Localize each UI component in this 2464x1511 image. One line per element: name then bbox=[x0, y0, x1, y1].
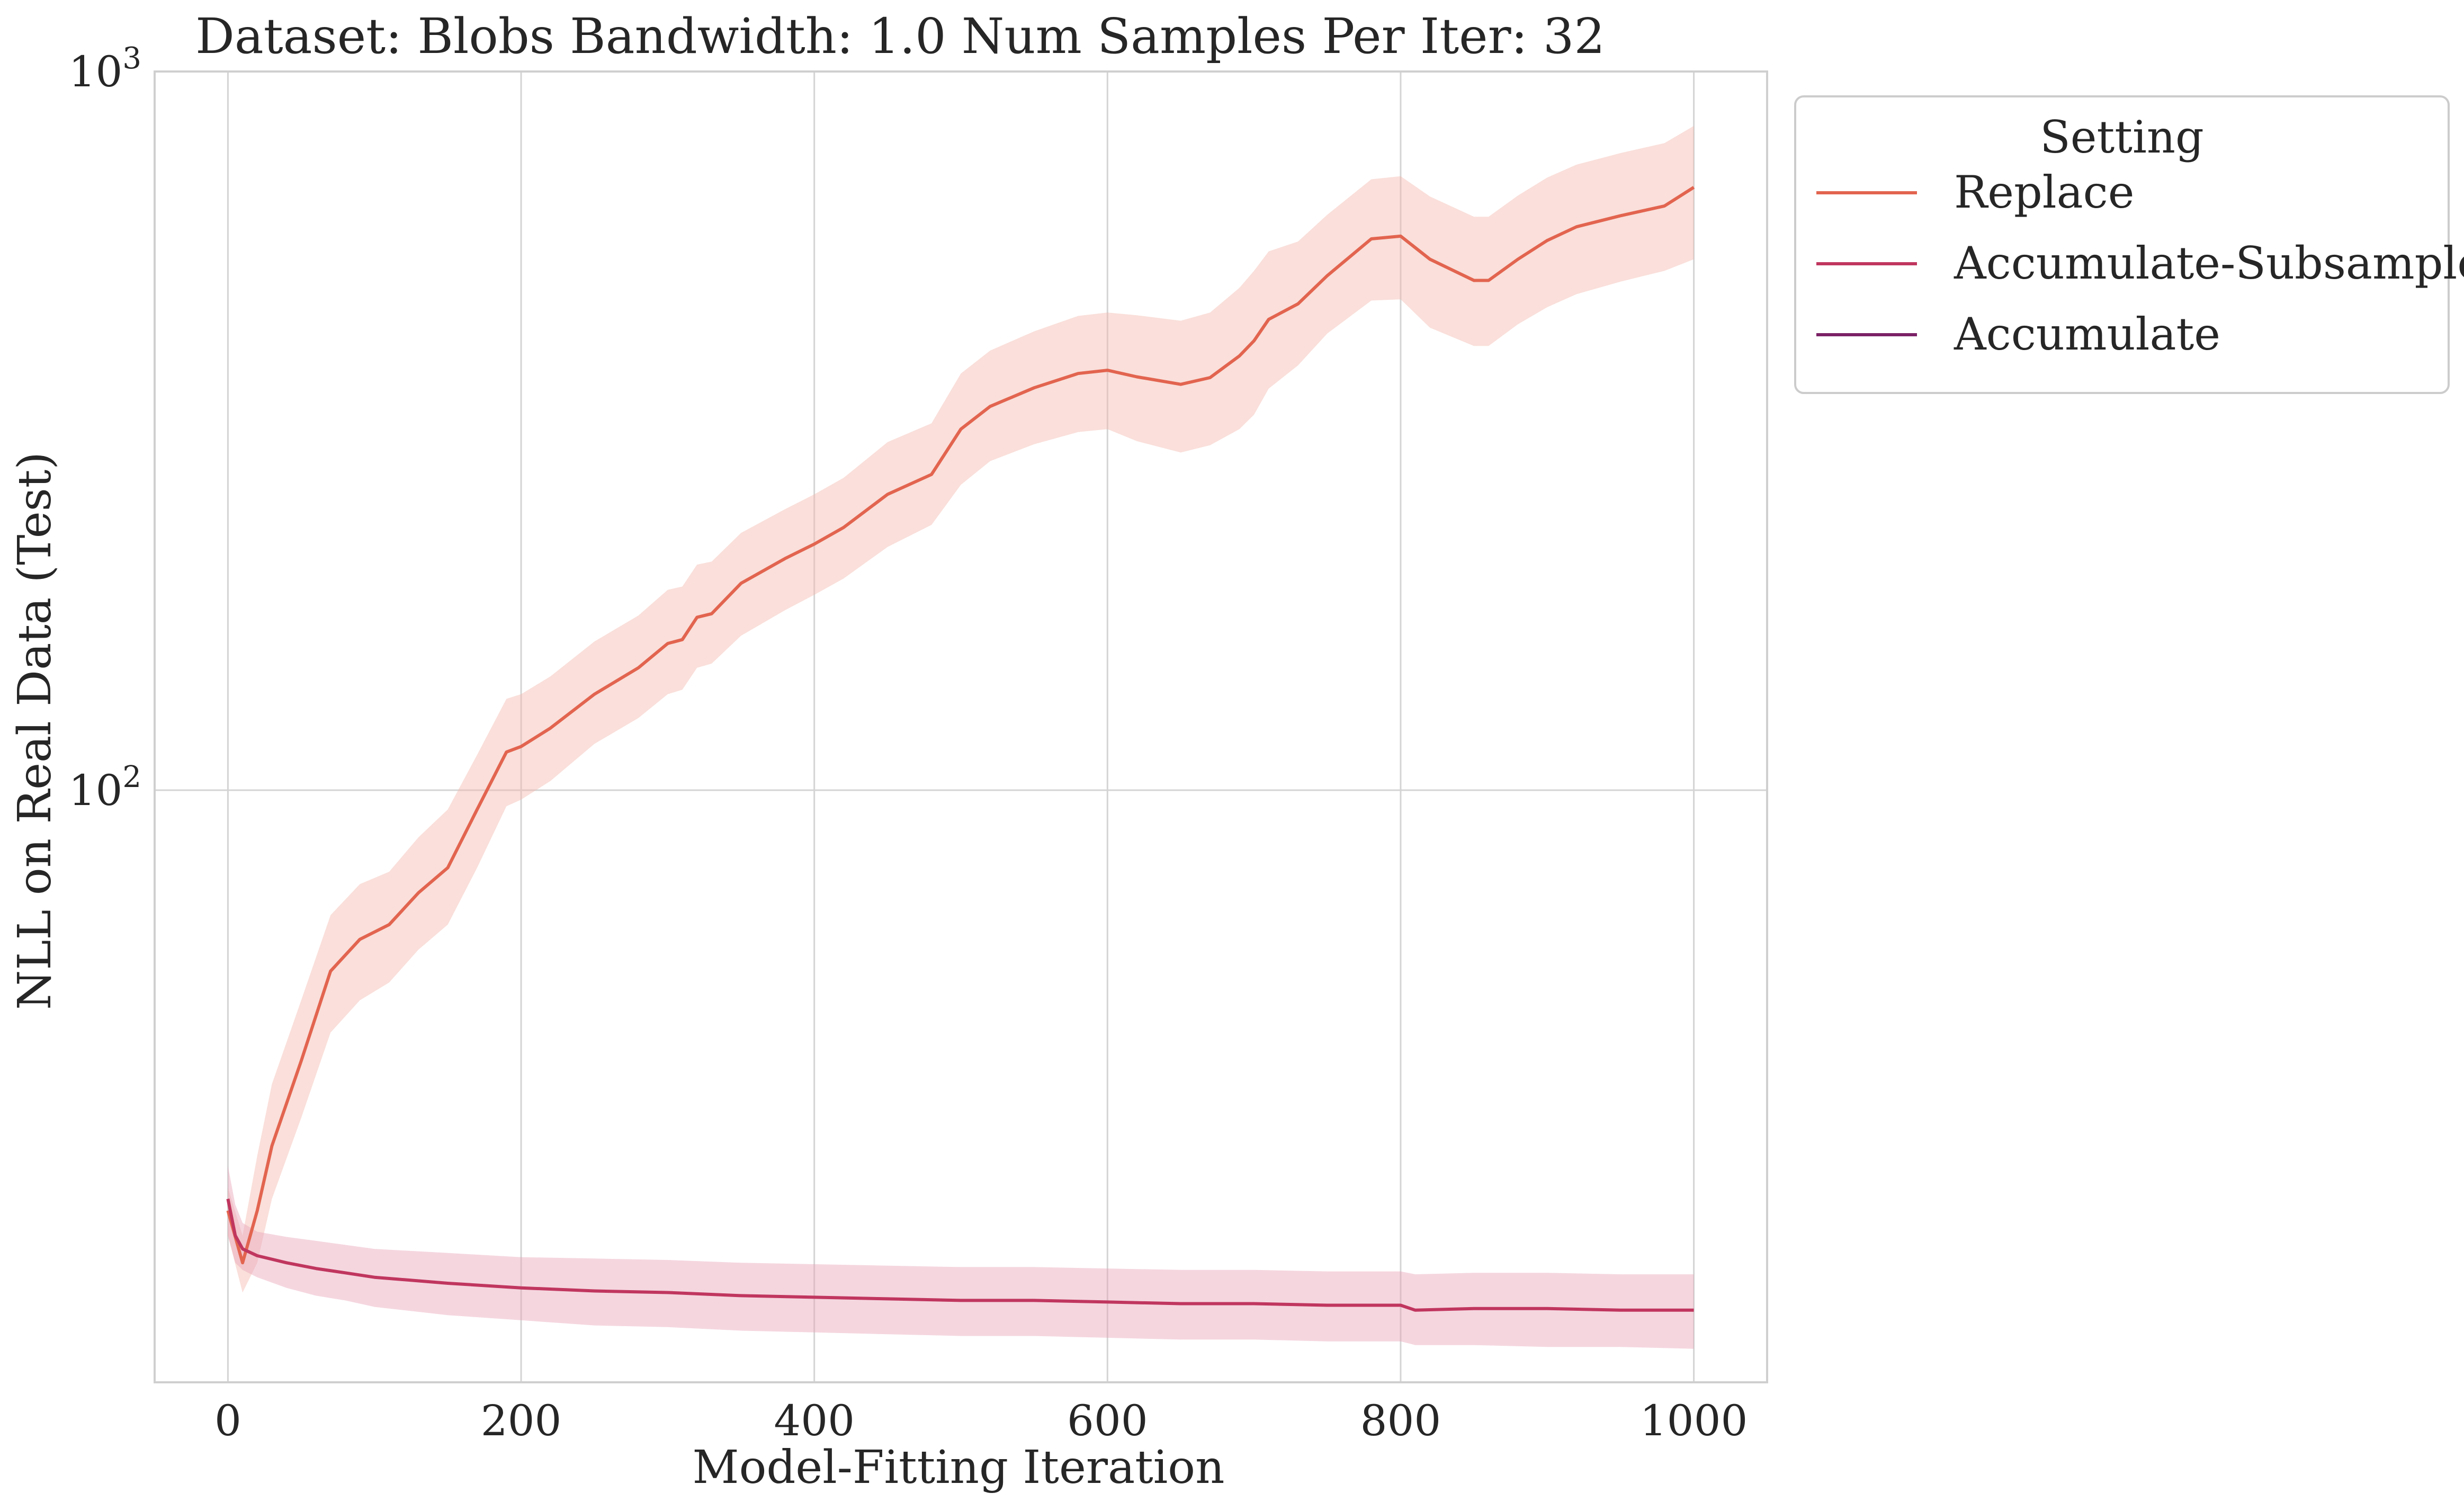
y-axis-label: NLL on Real Data (Test) bbox=[8, 452, 61, 1010]
band-accumulate-subsample bbox=[228, 1166, 1694, 1349]
x-tick-labels: 0 200 400 600 800 1000 bbox=[214, 1396, 1748, 1445]
chart-title: Dataset: Blobs Bandwidth: 1.0 Num Sample… bbox=[195, 8, 1605, 65]
x-tick-label-1000: 1000 bbox=[1640, 1396, 1748, 1445]
legend-label-replace: Replace bbox=[1954, 166, 2134, 218]
plot-frame bbox=[154, 70, 1768, 1383]
y-tick-label-1000: 103 bbox=[69, 41, 141, 96]
line-accumulate-subsample bbox=[226, 1199, 1694, 1312]
x-tick-label-800: 800 bbox=[1360, 1396, 1441, 1445]
x-tick-label-0: 0 bbox=[214, 1396, 241, 1445]
x-tick-label-400: 400 bbox=[774, 1396, 855, 1445]
x-tick-label-200: 200 bbox=[481, 1396, 562, 1445]
legend-title: Setting bbox=[2040, 111, 2204, 163]
series-lines bbox=[226, 186, 1695, 1312]
y-tick-labels: 102 103 bbox=[69, 41, 141, 815]
y-tick-label-100: 102 bbox=[69, 760, 141, 815]
x-axis-label: Model-Fitting Iteration bbox=[693, 1441, 1225, 1494]
legend-box bbox=[1794, 95, 2450, 394]
legend: Setting Replace Accumulate-Subsample Accum… bbox=[1794, 95, 2464, 394]
legend-label-accumulate-subsample: Accumulate-Subsample bbox=[1954, 237, 2464, 289]
x-tick-label-600: 600 bbox=[1067, 1396, 1148, 1445]
line-replace bbox=[226, 186, 1695, 1265]
confidence-bands bbox=[228, 126, 1694, 1349]
band-replace bbox=[228, 126, 1694, 1293]
legend-label-accumulate: Accumulate bbox=[1954, 308, 2220, 360]
gridlines bbox=[155, 70, 1767, 1382]
